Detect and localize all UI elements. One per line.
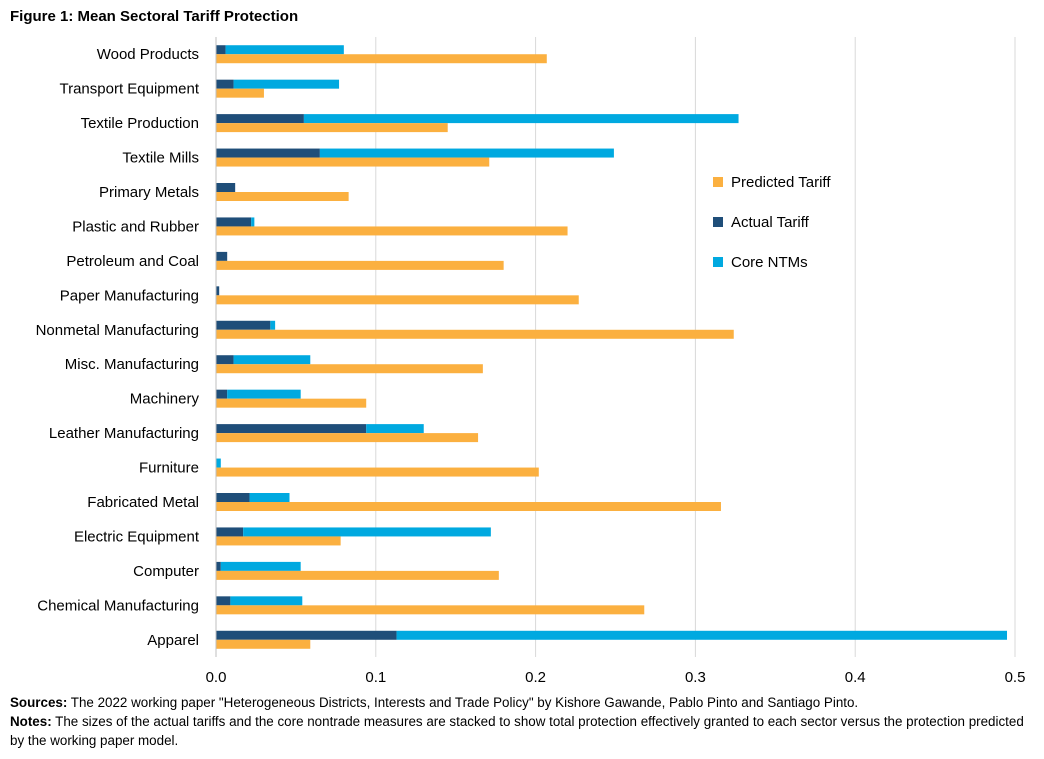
category-label: Leather Manufacturing (49, 425, 199, 442)
bar-core-ntms (243, 527, 491, 537)
bar-actual-tariff (216, 355, 234, 365)
category-label: Apparel (147, 632, 199, 649)
bar-actual-tariff (216, 286, 220, 296)
x-tick-label: 0.0 (206, 669, 227, 686)
bar-predicted-tariff (216, 157, 490, 167)
bar-core-ntms (216, 458, 221, 468)
category-label: Furniture (139, 460, 199, 477)
bar-predicted-tariff (216, 260, 504, 270)
x-tick-label: 0.1 (365, 669, 386, 686)
category-label: Textile Mills (122, 150, 199, 167)
legend-swatch (713, 217, 723, 227)
category-label: Nonmetal Manufacturing (36, 322, 199, 339)
bar-core-ntms (220, 561, 301, 571)
category-label: Paper Manufacturing (60, 287, 199, 304)
bar-predicted-tariff (216, 329, 734, 339)
bar-core-ntms (319, 148, 614, 158)
legend-label: Predicted Tariff (731, 174, 831, 191)
bar-core-ntms (366, 424, 424, 434)
category-label: Plastic and Rubber (72, 218, 199, 235)
bar-actual-tariff (216, 389, 228, 399)
sources-note: Sources: The 2022 working paper "Heterog… (10, 693, 1035, 712)
legend-label: Actual Tariff (731, 214, 810, 231)
bar-actual-tariff (216, 561, 221, 571)
bar-actual-tariff (216, 148, 320, 158)
bar-core-ntms (270, 320, 276, 330)
bar-predicted-tariff (216, 536, 341, 546)
bar-predicted-tariff (216, 570, 499, 580)
gridlines (375, 37, 1016, 657)
category-label: Electric Equipment (74, 528, 200, 545)
category-label: Computer (133, 563, 199, 580)
bar-predicted-tariff (216, 295, 579, 305)
bar-predicted-tariff (216, 226, 568, 236)
bar-predicted-tariff (216, 88, 264, 98)
bar-actual-tariff (216, 45, 226, 55)
bar-actual-tariff (216, 596, 231, 606)
bar-core-ntms (303, 114, 739, 124)
category-label: Primary Metals (99, 184, 199, 201)
bar-actual-tariff (216, 527, 244, 537)
axes: 0.0 0.1 0.2 0.3 0.4 0.5 Wood Products Transport… (36, 37, 1026, 686)
x-tick-label: 0.2 (525, 669, 546, 686)
category-label: Petroleum and Coal (66, 253, 199, 270)
category-label: Transport Equipment (59, 81, 199, 98)
footer: Sources: The 2022 working paper "Heterog… (10, 693, 1035, 750)
legend-label: Core NTMs (731, 254, 808, 271)
bar-predicted-tariff (216, 364, 483, 374)
x-tick-label: 0.4 (845, 669, 866, 686)
bar-predicted-tariff (216, 605, 645, 615)
bar-predicted-tariff (216, 192, 349, 201)
bar-actual-tariff (216, 424, 367, 434)
category-label: Wood Products (97, 46, 199, 63)
category-label: Chemical Manufacturing (37, 597, 199, 614)
bar-core-ntms (251, 217, 255, 227)
x-tick-label: 0.5 (1005, 669, 1026, 686)
bar-core-ntms (225, 45, 344, 55)
bar-actual-tariff (216, 114, 304, 124)
bar-predicted-tariff (216, 467, 539, 477)
bar-core-ntms (233, 79, 340, 89)
legend-swatch (713, 177, 723, 187)
bar-core-ntms (233, 355, 311, 365)
bar-core-ntms (230, 596, 303, 606)
bar-core-ntms (249, 493, 290, 502)
category-label: Textile Production (81, 115, 199, 132)
notes-label: Notes: (10, 714, 52, 729)
bar-actual-tariff (216, 320, 271, 330)
notes-text: The sizes of the actual tariffs and the … (10, 714, 1024, 748)
category-label: Machinery (130, 391, 200, 408)
notes-note: Notes: The sizes of the actual tariffs a… (10, 712, 1035, 750)
bar-core-ntms (396, 630, 1008, 640)
bar-actual-tariff (216, 493, 250, 502)
bar-predicted-tariff (216, 502, 721, 511)
category-label: Fabricated Metal (87, 494, 199, 511)
bar-actual-tariff (216, 630, 397, 640)
sources-label: Sources: (10, 695, 68, 710)
bar-actual-tariff (216, 251, 228, 261)
bar-predicted-tariff (216, 398, 367, 408)
bars (216, 45, 1008, 649)
bar-chart: 0.0 0.1 0.2 0.3 0.4 0.5 Wood Products Transport… (36, 37, 1026, 686)
bar-predicted-tariff (216, 639, 311, 649)
bar-actual-tariff (216, 79, 234, 89)
bar-predicted-tariff (216, 433, 479, 443)
bar-core-ntms (227, 389, 301, 399)
legend-swatch (713, 257, 723, 267)
figure-title: Figure 1: Mean Sectoral Tariff Protectio… (10, 8, 299, 25)
x-tick-label: 0.3 (685, 669, 706, 686)
bar-predicted-tariff (216, 54, 547, 64)
category-label: Misc. Manufacturing (65, 356, 199, 373)
bar-predicted-tariff (216, 123, 448, 133)
bar-actual-tariff (216, 183, 236, 192)
sources-text: The 2022 working paper "Heterogeneous Di… (67, 695, 859, 710)
legend: Predicted Tariff Actual Tariff Core NTMs (713, 174, 831, 271)
bar-actual-tariff (216, 217, 252, 227)
